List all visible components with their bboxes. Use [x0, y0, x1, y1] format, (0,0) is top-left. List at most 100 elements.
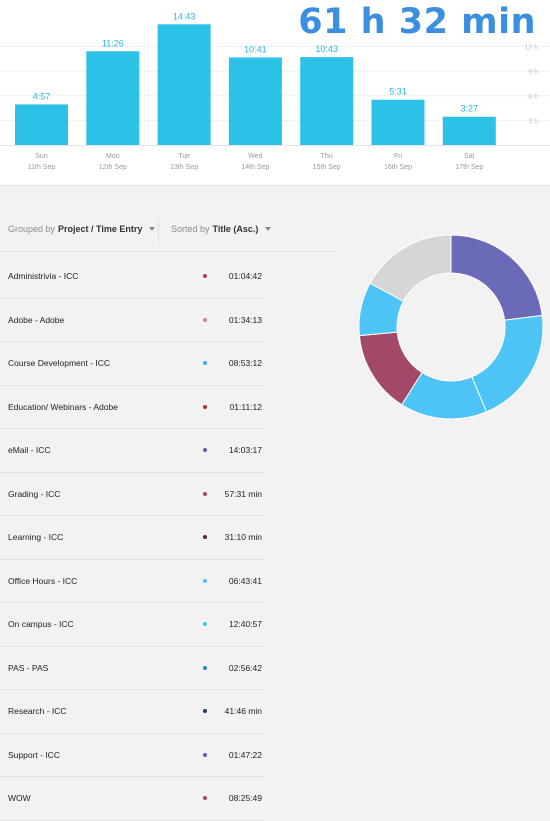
project-color-dot: [203, 796, 207, 801]
daily-bar-chart: 12 h 9 h 6 h 3 h 4:57 Sun 11th Sep 11:26 Mon 12th…: [0, 0, 550, 186]
x-day-label: Wed: [248, 153, 262, 160]
project-duration: 12:40:57: [228, 619, 262, 630]
project-duration: 14:03:17: [228, 445, 262, 456]
x-day-label: Mon: [106, 153, 120, 160]
y-tick-label: 3 h: [528, 118, 538, 125]
project-duration: 57:31 min: [224, 488, 262, 499]
project-row[interactable]: On campus - ICC 12:40:57: [0, 603, 264, 647]
project-title: Course Development - ICC: [8, 358, 111, 369]
project-row[interactable]: WOW 08:25:49: [0, 777, 264, 821]
x-date-label: 15th Sep: [313, 164, 341, 171]
project-row[interactable]: Office Hours - ICC 06:43:41: [0, 560, 264, 603]
x-date-label: 14th Sep: [241, 164, 269, 171]
grouping-toolbar: Grouped by Project / Time Entry Sorted b…: [0, 212, 336, 252]
bar-value-label: 10:41: [244, 44, 267, 54]
project-color-dot: [203, 665, 207, 670]
project-title: Learning - ICC: [8, 532, 64, 543]
bar-value-label: 10:43: [315, 44, 338, 54]
project-color-dot: [203, 622, 207, 627]
toolbar-underline: [0, 251, 336, 252]
project-duration: 01:47:22: [228, 749, 262, 760]
project-color-dot: [203, 317, 207, 322]
y-tick-label: 12 h: [524, 45, 538, 52]
project-title: Support - ICC: [8, 749, 60, 760]
sort-by-dropdown[interactable]: Sorted by Title (Asc.): [171, 224, 272, 234]
x-date-label: 12th Sep: [99, 164, 127, 171]
x-date-label: 17th Sep: [455, 164, 483, 171]
x-day-label: Sun: [35, 153, 48, 160]
y-tick-label: 9 h: [528, 69, 538, 76]
group-by-dropdown[interactable]: Grouped by Project / Time Entry: [8, 224, 156, 234]
project-list: Administrivia - ICC 01:04:42 Adobe - Adobe…: [0, 255, 264, 821]
bar-chart-svg: 12 h 9 h 6 h 3 h 4:57 Sun 11th Sep 11:26 Mon 12th…: [0, 11, 550, 171]
x-day-label: Fri: [394, 153, 403, 160]
project-duration: 06:43:41: [228, 575, 262, 586]
project-row[interactable]: Grading - ICC 57:31 min: [0, 473, 264, 516]
project-title: Education/ Webinars - Adobe: [8, 401, 118, 412]
project-duration: 08:53:12: [228, 358, 262, 369]
x-day-label: Thu: [321, 153, 333, 160]
x-date-label: 13th Sep: [170, 164, 198, 171]
donut-segment: [471, 314, 544, 413]
project-title: Administrivia - ICC: [8, 271, 79, 282]
project-row[interactable]: Adobe - Adobe 01:34:13: [0, 299, 264, 342]
project-title: On campus - ICC: [8, 619, 74, 630]
donut-segment: [450, 234, 543, 321]
project-title: WOW: [8, 793, 31, 804]
x-day-label: Sat: [464, 153, 475, 160]
project-color-dot: [203, 274, 207, 279]
bar: [228, 57, 282, 146]
sort-by-prefix: Sorted by: [171, 224, 210, 234]
total-time: 61 h 32 min: [298, 2, 536, 42]
project-row[interactable]: PAS - PAS 02:56:42: [0, 647, 264, 690]
bar: [86, 51, 140, 145]
project-duration: 08:25:49: [228, 793, 262, 804]
project-row[interactable]: Learning - ICC 31:10 min: [0, 516, 264, 560]
x-day-label: Tue: [178, 153, 190, 160]
project-row[interactable]: Course Development - ICC 08:53:12: [0, 342, 264, 386]
bar: [300, 57, 354, 145]
project-row[interactable]: Research - ICC 41:46 min: [0, 690, 264, 734]
project-title: Research - ICC: [8, 706, 67, 717]
project-color-dot: [203, 535, 207, 540]
x-date-label: 16th Sep: [384, 164, 412, 171]
project-title: Grading - ICC: [8, 488, 61, 499]
project-duration: 02:56:42: [228, 662, 262, 673]
project-color-dot: [203, 361, 207, 366]
bar: [371, 99, 425, 145]
project-color-dot: [203, 404, 207, 409]
bar-value-label: 14:43: [173, 11, 196, 21]
group-by-value: Project / Time Entry: [58, 224, 143, 234]
sort-by-value: Title (Asc.): [212, 224, 259, 234]
project-duration: 01:11:12: [229, 401, 262, 412]
project-row[interactable]: Administrivia - ICC 01:04:42: [0, 255, 264, 299]
project-title: eMail - ICC: [8, 445, 51, 456]
donut-segment: [369, 234, 452, 302]
project-row[interactable]: Education/ Webinars - Adobe 01:11:12: [0, 386, 264, 429]
project-title: Office Hours - ICC: [8, 575, 78, 586]
toolbar-divider: [158, 219, 159, 243]
project-duration: 41:46 min: [224, 706, 262, 717]
project-title: Adobe - Adobe: [8, 314, 65, 325]
bar-value-label: 5:31: [389, 87, 407, 97]
project-color-dot: [203, 752, 207, 757]
project-title: PAS - PAS: [8, 662, 49, 673]
project-donut-chart: [358, 234, 544, 420]
project-duration: 31:10 min: [224, 532, 262, 543]
project-color-dot: [203, 709, 207, 714]
group-by-prefix: Grouped by: [8, 224, 56, 234]
project-color-dot: [203, 578, 207, 583]
project-row[interactable]: eMail - ICC 14:03:17: [0, 429, 264, 473]
project-row[interactable]: Support - ICC 01:47:22: [0, 734, 264, 777]
project-duration: 01:34:13: [228, 314, 262, 325]
bar: [442, 116, 496, 145]
bar: [15, 104, 68, 145]
y-tick-label: 6 h: [528, 94, 538, 101]
bar-value-label: 11:26: [102, 38, 124, 48]
bar: [157, 24, 211, 146]
bar-value-label: 4:57: [33, 91, 51, 101]
bar-value-label: 3:27: [461, 104, 479, 114]
caret-down-icon: [265, 227, 272, 231]
project-duration: 01:04:42: [228, 271, 262, 282]
x-date-label: 11th Sep: [28, 164, 56, 171]
